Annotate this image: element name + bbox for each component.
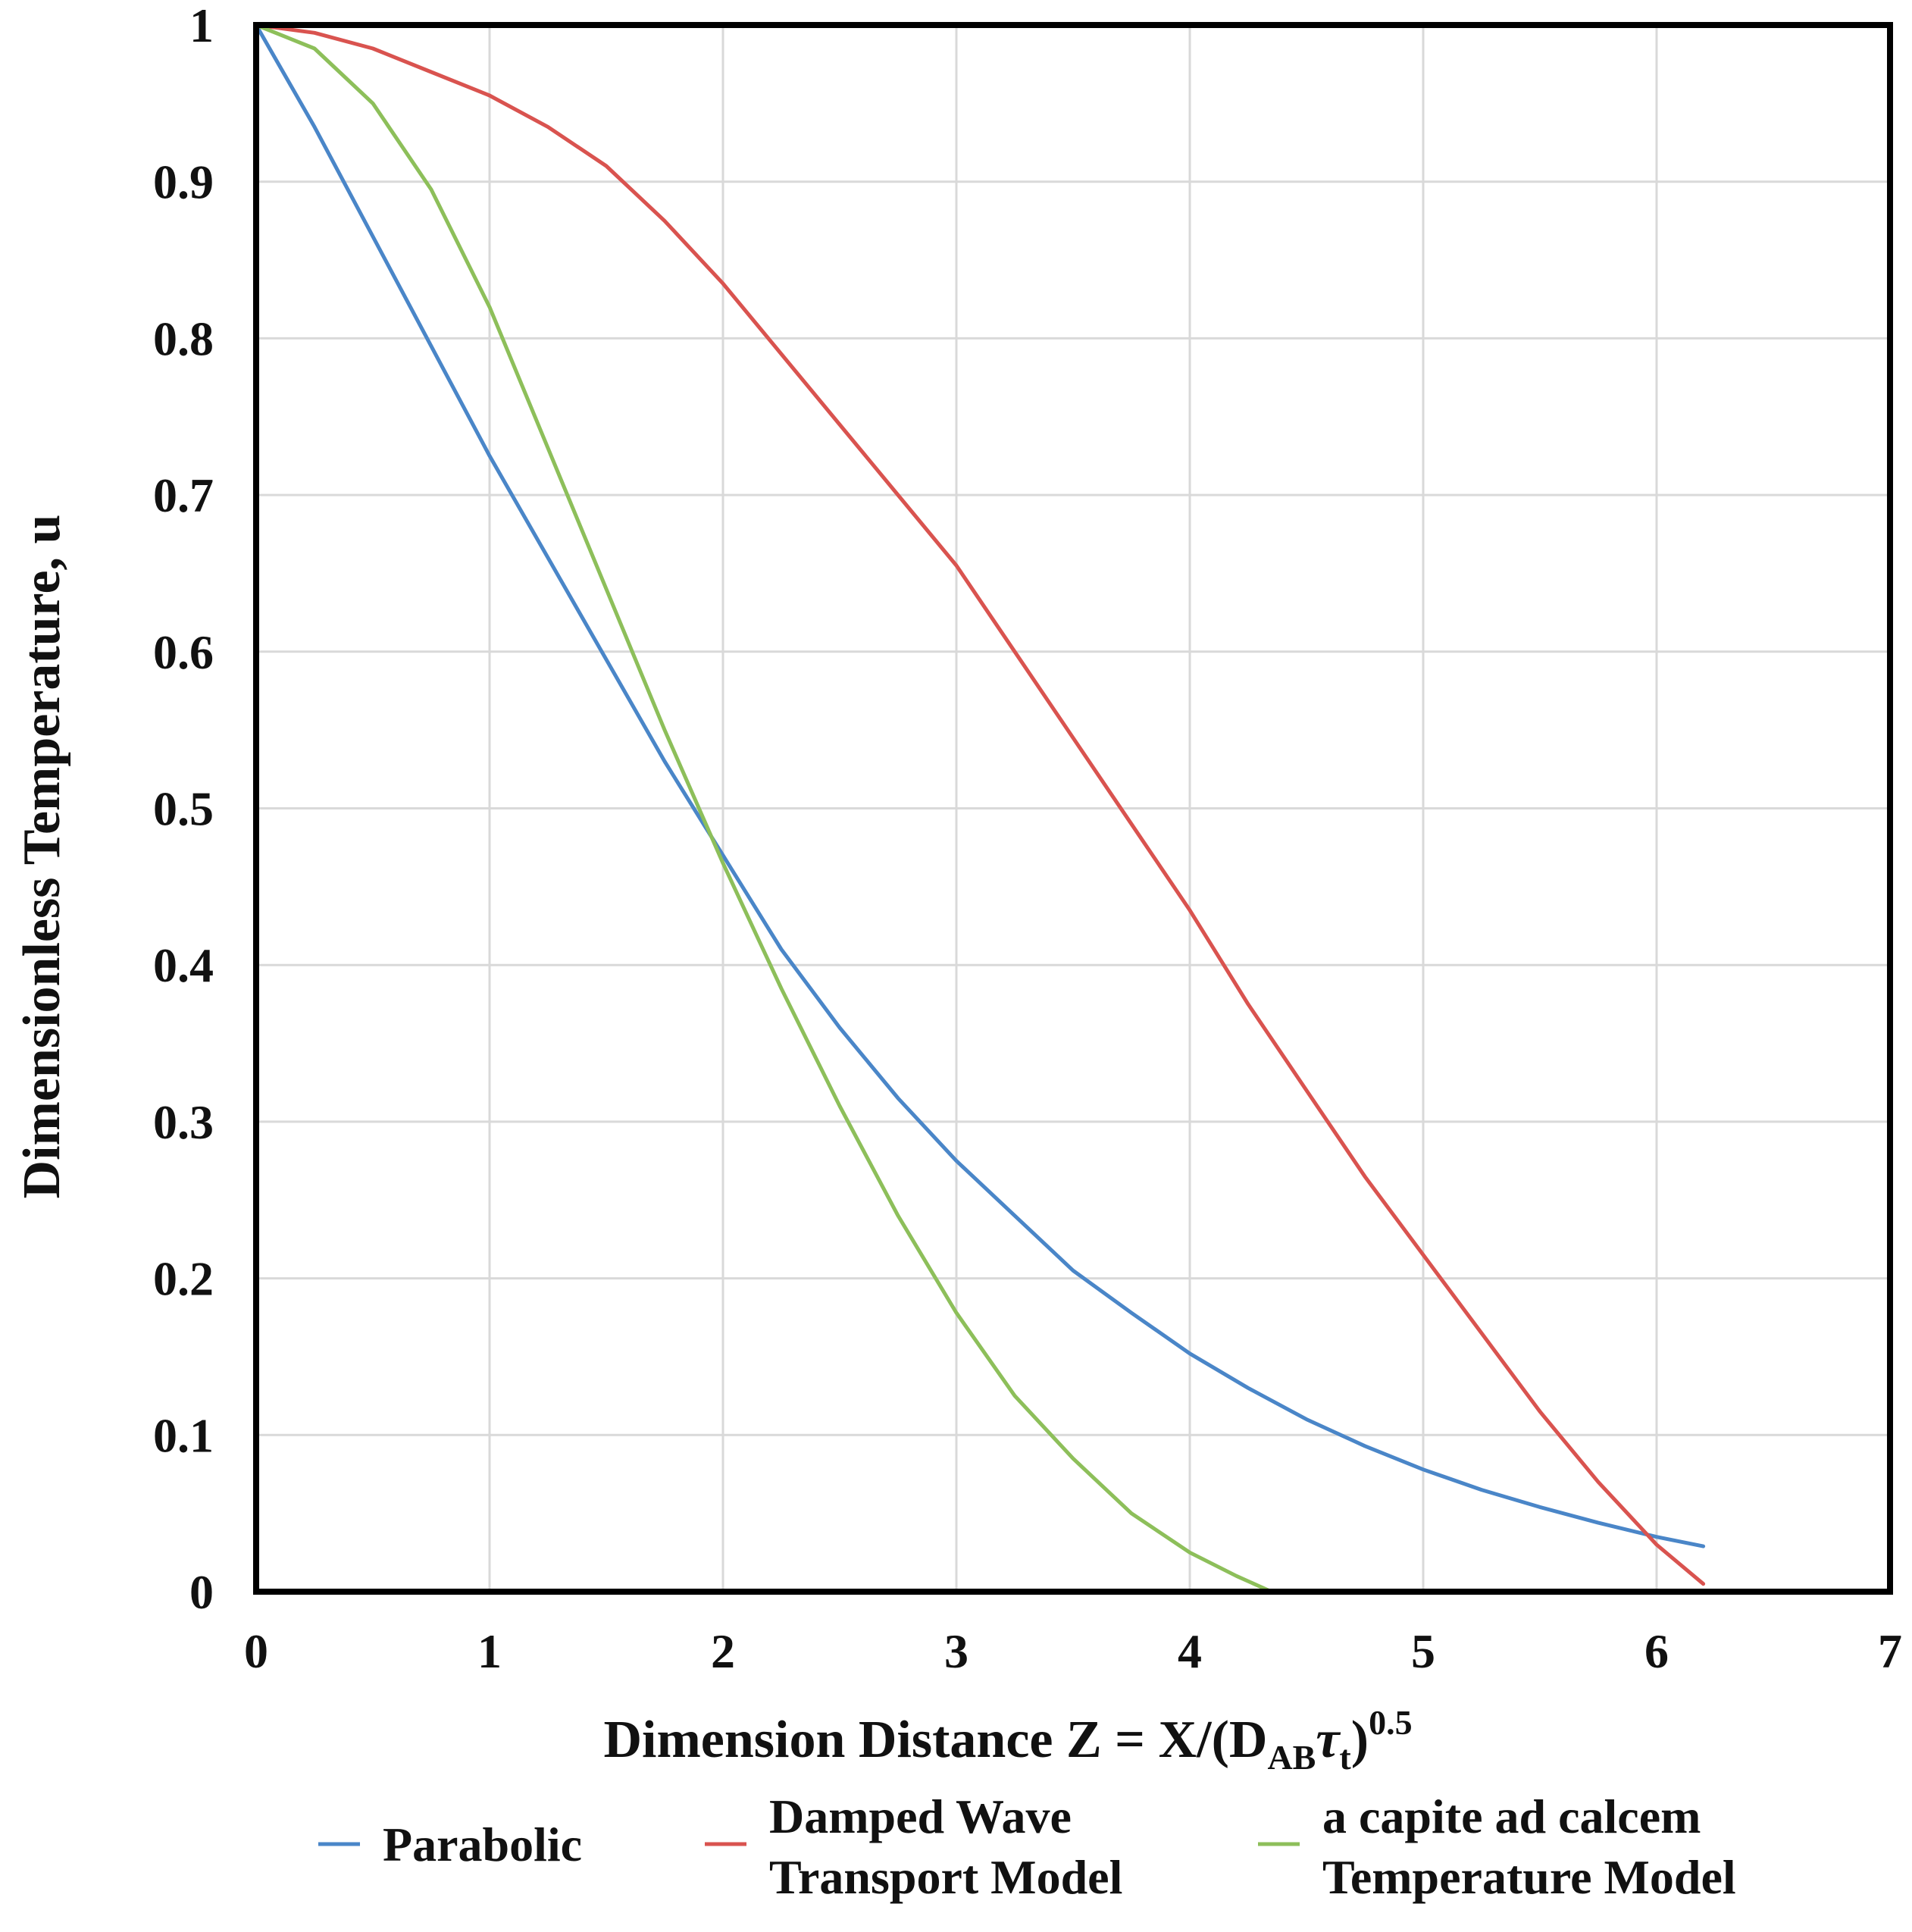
- legend-item-2: Damped Wave Transport Model: [705, 1790, 1122, 1904]
- legend: Parabolic Damped Wave Transport Model a cap…: [318, 1790, 1736, 1904]
- grid-lines: [256, 25, 1890, 1592]
- y-tick-label: 0.3: [153, 1095, 214, 1149]
- x-tick-label: 0: [244, 1624, 268, 1678]
- legend-label: Transport Model: [769, 1850, 1122, 1904]
- y-tick-label: 0.6: [153, 625, 214, 679]
- legend-item-1: Parabolic: [318, 1818, 582, 1871]
- x-tick-label: 2: [711, 1624, 735, 1678]
- y-tick-label: 0: [189, 1565, 214, 1619]
- x-tick-label: 5: [1411, 1624, 1435, 1678]
- y-tick-label: 0.5: [153, 782, 214, 836]
- legend-label: Temperature Model: [1322, 1850, 1736, 1904]
- x-tick-labels: 0 1 2 3 4 5 6 7: [244, 1624, 1902, 1678]
- y-tick-label: 0.1: [153, 1408, 214, 1462]
- y-tick-label: 1: [189, 0, 214, 52]
- series-line-3: [254, 23, 1274, 1594]
- x-axis-title: Dimension Distance Z = X/(DABτt)0.5: [603, 1703, 1412, 1777]
- series-line-2: [254, 23, 1706, 1586]
- x-tick-label: 6: [1644, 1624, 1669, 1678]
- series-line-1: [254, 23, 1706, 1548]
- y-tick-label: 0.8: [153, 312, 214, 365]
- x-tick-label: 1: [477, 1624, 502, 1678]
- y-tick-labels: 0 0.1 0.2 0.3 0.4 0.5 0.6 0.7 0.8 0.9 1: [153, 0, 214, 1619]
- y-axis-title: Dimensionless Temperature, u: [13, 515, 71, 1199]
- x-tick-label: 7: [1878, 1624, 1902, 1678]
- x-tick-label: 4: [1178, 1624, 1202, 1678]
- y-tick-label: 0.9: [153, 155, 214, 209]
- legend-item-3: a capite ad calcem Temperature Model: [1258, 1790, 1736, 1904]
- x-tick-label: 3: [944, 1624, 969, 1678]
- y-tick-label: 0.7: [153, 468, 214, 522]
- y-tick-label: 0.2: [153, 1252, 214, 1306]
- series-lines: [254, 23, 1706, 1594]
- legend-label: Damped Wave: [769, 1790, 1072, 1843]
- y-tick-label: 0.4: [153, 938, 214, 992]
- legend-label: a capite ad calcem: [1322, 1790, 1701, 1843]
- plot-frame: [253, 22, 1893, 1595]
- legend-label: Parabolic: [383, 1818, 582, 1871]
